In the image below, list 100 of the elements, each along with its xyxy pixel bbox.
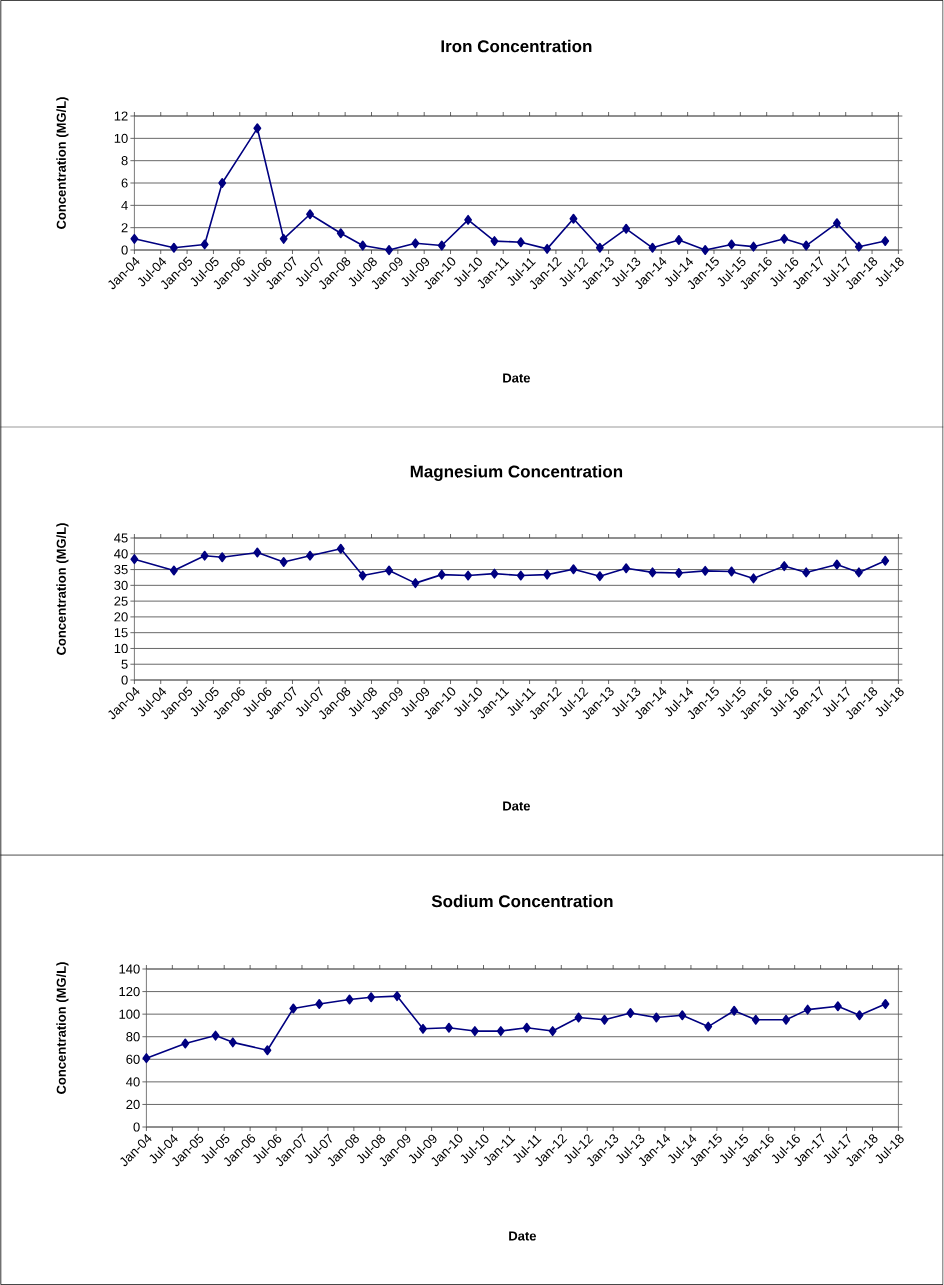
point [802, 240, 811, 251]
point [393, 991, 402, 1002]
point [855, 567, 863, 578]
point [516, 237, 525, 248]
point [464, 570, 473, 581]
point [833, 559, 841, 570]
point [727, 239, 736, 250]
point [675, 568, 683, 579]
point [130, 233, 139, 244]
point [701, 565, 710, 576]
point [263, 1045, 272, 1056]
point [569, 564, 578, 575]
y-tick-label: 120 [119, 986, 140, 997]
y-tick-label: 40 [126, 1077, 140, 1087]
point [833, 218, 841, 229]
point [411, 238, 420, 249]
x-axis-title: Date [503, 373, 531, 383]
y-tick-label: 25 [114, 596, 128, 606]
point [569, 213, 578, 224]
point [855, 1010, 864, 1021]
point [675, 234, 683, 245]
point [306, 550, 315, 561]
point [358, 570, 367, 581]
point [648, 242, 657, 253]
point [548, 1026, 557, 1037]
point [678, 1010, 687, 1021]
point [336, 228, 345, 239]
chart-title: Sodium Concentration [431, 894, 613, 908]
point [229, 1037, 237, 1048]
point [730, 1005, 739, 1016]
point [496, 1026, 505, 1037]
point [411, 578, 420, 589]
y-tick-label: 0 [121, 675, 128, 685]
point [855, 241, 863, 252]
point [881, 236, 890, 247]
y-axis-title: Concentration (MG/L) [56, 962, 69, 1094]
y-tick-label: 10 [114, 643, 128, 654]
point [279, 556, 288, 567]
point [279, 233, 288, 244]
y-tick-label: 30 [114, 580, 128, 590]
y-tick-label: 2 [121, 223, 128, 233]
y-tick-label: 100 [119, 1009, 140, 1019]
point [253, 123, 262, 134]
point [701, 245, 710, 256]
y-axis-title: Concentration (MG/L) [56, 523, 69, 655]
point [437, 569, 446, 580]
point [522, 1022, 531, 1033]
point [211, 1030, 220, 1041]
point [345, 994, 354, 1005]
point [834, 1001, 842, 1012]
point [490, 236, 499, 247]
point [142, 1053, 151, 1064]
point [218, 552, 227, 563]
point [170, 242, 178, 253]
point [181, 1038, 190, 1049]
point [595, 571, 604, 582]
y-tick-label: 15 [114, 628, 128, 638]
point [782, 1014, 791, 1025]
y-tick-label: 10 [114, 133, 128, 143]
point [881, 999, 890, 1009]
point [200, 550, 209, 561]
point [727, 566, 736, 577]
point [881, 555, 890, 566]
y-tick-label: 12 [114, 111, 128, 121]
chart-title: Magnesium Concentration [410, 465, 623, 481]
y-tick-label: 140 [119, 964, 140, 974]
point [574, 1012, 583, 1023]
y-tick-label: 60 [126, 1054, 140, 1064]
y-tick-label: 20 [126, 1099, 140, 1110]
y-tick-label: 0 [133, 1122, 140, 1132]
point [464, 214, 473, 225]
y-tick-label: 8 [121, 156, 128, 166]
point [780, 561, 789, 572]
point [749, 573, 758, 584]
point [802, 567, 811, 578]
point [490, 568, 499, 579]
point [306, 209, 315, 220]
point [170, 565, 178, 576]
point [315, 999, 324, 1009]
point [595, 242, 604, 253]
point [622, 223, 631, 234]
point [130, 554, 139, 565]
chart-title: Iron Concentration [441, 39, 592, 53]
y-tick-label: 6 [121, 178, 128, 188]
point [253, 547, 262, 558]
point [358, 240, 367, 251]
point [749, 241, 758, 252]
point [648, 567, 657, 578]
point [419, 1023, 428, 1034]
point [445, 1022, 453, 1033]
point [336, 543, 345, 554]
point [780, 233, 789, 244]
point [516, 570, 525, 581]
point [437, 240, 446, 251]
point [218, 178, 227, 189]
y-tick-label: 5 [121, 659, 128, 669]
y-tick-label: 80 [126, 1032, 140, 1042]
y-tick-label: 45 [114, 533, 128, 543]
point [471, 1026, 479, 1037]
point [600, 1014, 609, 1025]
